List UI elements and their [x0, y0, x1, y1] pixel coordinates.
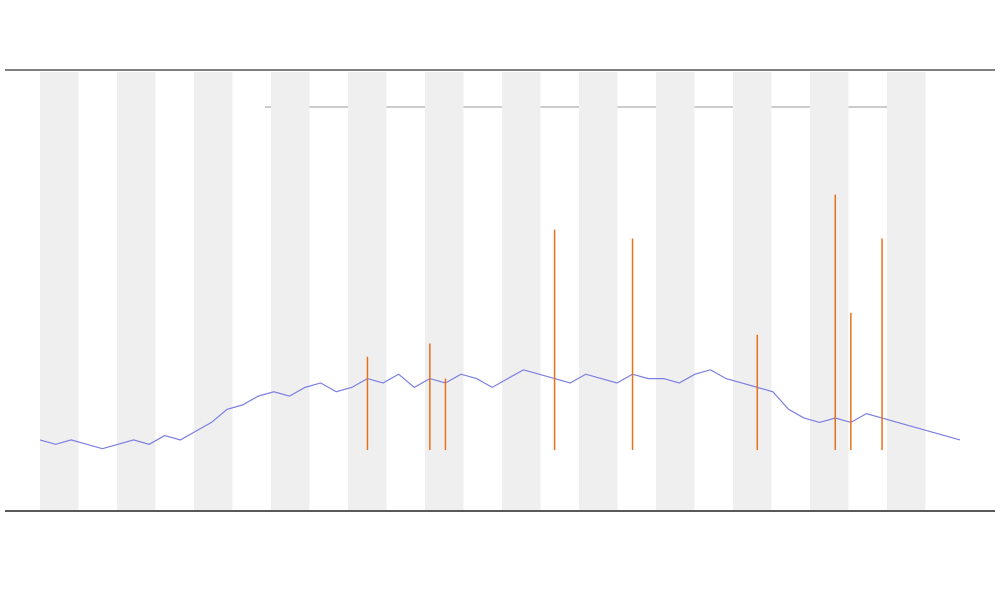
band: [40, 72, 79, 510]
band: [425, 72, 464, 510]
bands: [40, 72, 926, 510]
band: [194, 72, 233, 510]
band: [656, 72, 695, 510]
band: [579, 72, 618, 510]
band: [810, 72, 849, 510]
line: [39, 369, 961, 450]
band: [733, 72, 772, 510]
band: [887, 72, 926, 510]
band: [271, 72, 310, 510]
band: [502, 72, 541, 510]
band: [117, 72, 156, 510]
